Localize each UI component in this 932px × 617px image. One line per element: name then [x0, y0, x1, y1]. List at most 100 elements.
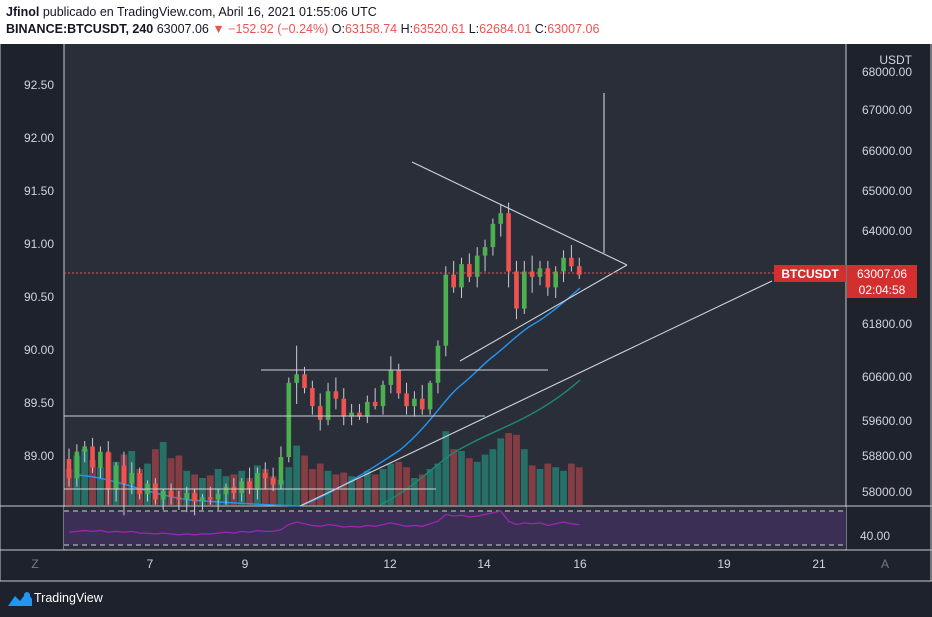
right-axis-tick: 58800.00: [862, 449, 912, 463]
volume-bar: [363, 470, 371, 505]
candle-body: [396, 370, 401, 394]
candle-body: [310, 388, 315, 407]
last-price: 63007.06: [156, 22, 209, 36]
chart-header: Jfinol publicado en TradingView.com, Abr…: [0, 0, 932, 44]
volume-bar: [167, 458, 175, 505]
close-value: 63007.06: [547, 22, 600, 36]
volume-bar: [481, 454, 489, 505]
footer: TradingView: [0, 582, 932, 617]
candle-body: [215, 494, 221, 500]
price-change: ▼ −152.92 (−0.24%): [212, 22, 329, 36]
volume-bar: [97, 467, 104, 505]
candle-body: [98, 451, 103, 468]
volume-bar: [395, 461, 403, 505]
volume-bar: [379, 469, 387, 505]
left-axis-tick: 90.50: [24, 290, 54, 304]
publish-info: publicado en TradingView.com, Abril 16, …: [42, 5, 377, 19]
volume-bar: [434, 463, 442, 505]
candle-body: [349, 412, 354, 417]
ma-fast-line: [74, 287, 581, 507]
candle-body: [168, 490, 174, 498]
volume-bar: [65, 469, 73, 505]
candle-body: [317, 406, 323, 420]
candle-body: [459, 264, 464, 288]
volume-bar: [301, 455, 308, 505]
volume-bar: [324, 470, 332, 505]
high-value: 63520.61: [413, 22, 466, 36]
open-label: O:: [331, 22, 345, 36]
candle-body: [561, 257, 566, 272]
corner-left-button[interactable]: Z: [31, 557, 38, 571]
volume-bar: [348, 476, 355, 505]
right-axis-tick: 65000.00: [862, 184, 912, 198]
candle-body: [490, 223, 496, 248]
price-chart[interactable]: 92.50 92.00 91.50 91.00 90.50 90.00 89.5…: [0, 44, 932, 582]
candle-body: [357, 412, 362, 417]
volume-bar: [293, 445, 301, 505]
candle-body: [294, 374, 299, 383]
candle-body: [153, 483, 158, 500]
volume-bar: [308, 469, 316, 505]
author-name[interactable]: Jfinol: [6, 5, 40, 19]
candle-body: [522, 271, 527, 309]
candle-body: [404, 393, 409, 407]
candle-body: [82, 446, 87, 452]
candle-body: [569, 257, 574, 267]
candle-body: [137, 472, 142, 495]
volume-bar: [575, 467, 583, 505]
trendlines: [64, 93, 773, 507]
candle-body: [576, 266, 582, 275]
candle-body: [427, 382, 433, 410]
volume-bar: [528, 465, 536, 505]
left-axis-tick: 89.00: [24, 449, 54, 463]
time-axis-tick: 7: [147, 557, 154, 571]
left-axis-tick: 91.00: [24, 237, 54, 251]
low-value: 62684.01: [479, 22, 532, 36]
chart-area[interactable]: 92.50 92.00 91.50 91.00 90.50 90.00 89.5…: [0, 44, 932, 582]
last-price-tag-bg: [847, 265, 917, 298]
volume-bar: [489, 449, 497, 505]
right-axis-tick: 58000.00: [862, 485, 912, 499]
volume-bar: [316, 463, 324, 505]
volume-bar: [568, 463, 575, 505]
candle-body: [474, 255, 480, 277]
tradingview-logo-icon[interactable]: [8, 591, 32, 607]
left-axis-tick: 90.00: [24, 343, 54, 357]
candle-body: [380, 384, 386, 407]
ma-slow-line: [379, 379, 581, 506]
rsi-band: [64, 511, 846, 545]
candle-body: [545, 268, 551, 288]
volume-bar: [473, 461, 481, 505]
left-axis: 92.50 92.00 91.50 91.00 90.50 90.00 89.5…: [24, 78, 54, 463]
corner-right-button[interactable]: A: [881, 557, 889, 571]
left-axis-tick: 91.50: [24, 184, 54, 198]
volume-bar: [505, 433, 512, 505]
candle-body: [333, 391, 339, 399]
candle-body: [553, 271, 558, 288]
volume-bar: [411, 478, 418, 505]
volume-bar: [497, 438, 505, 505]
volume-bar: [199, 478, 206, 505]
candle-body: [482, 247, 488, 256]
last-price-tag: 63007.06: [857, 267, 907, 281]
time-axis-tick: 16: [573, 557, 587, 571]
candle-body: [365, 401, 370, 417]
candle-body: [239, 481, 244, 494]
volume-bar: [277, 479, 285, 505]
candle-body: [506, 213, 511, 272]
candle-body: [129, 472, 135, 484]
volume-bar: [426, 469, 434, 505]
rsi-path: [68, 510, 580, 536]
right-axis-tick: 64000.00: [862, 224, 912, 238]
candle-body: [435, 345, 441, 383]
volume-bar: [465, 458, 473, 505]
volume-bar: [371, 474, 379, 505]
brand-name[interactable]: TradingView: [34, 591, 103, 605]
volume-bar: [450, 449, 458, 505]
close-label: C:: [534, 22, 548, 36]
candle-body: [270, 478, 276, 485]
right-axis-tick: 60600.00: [862, 370, 912, 384]
candle-body: [341, 398, 347, 417]
candle-body: [247, 481, 252, 489]
rsi-line: [68, 510, 580, 536]
